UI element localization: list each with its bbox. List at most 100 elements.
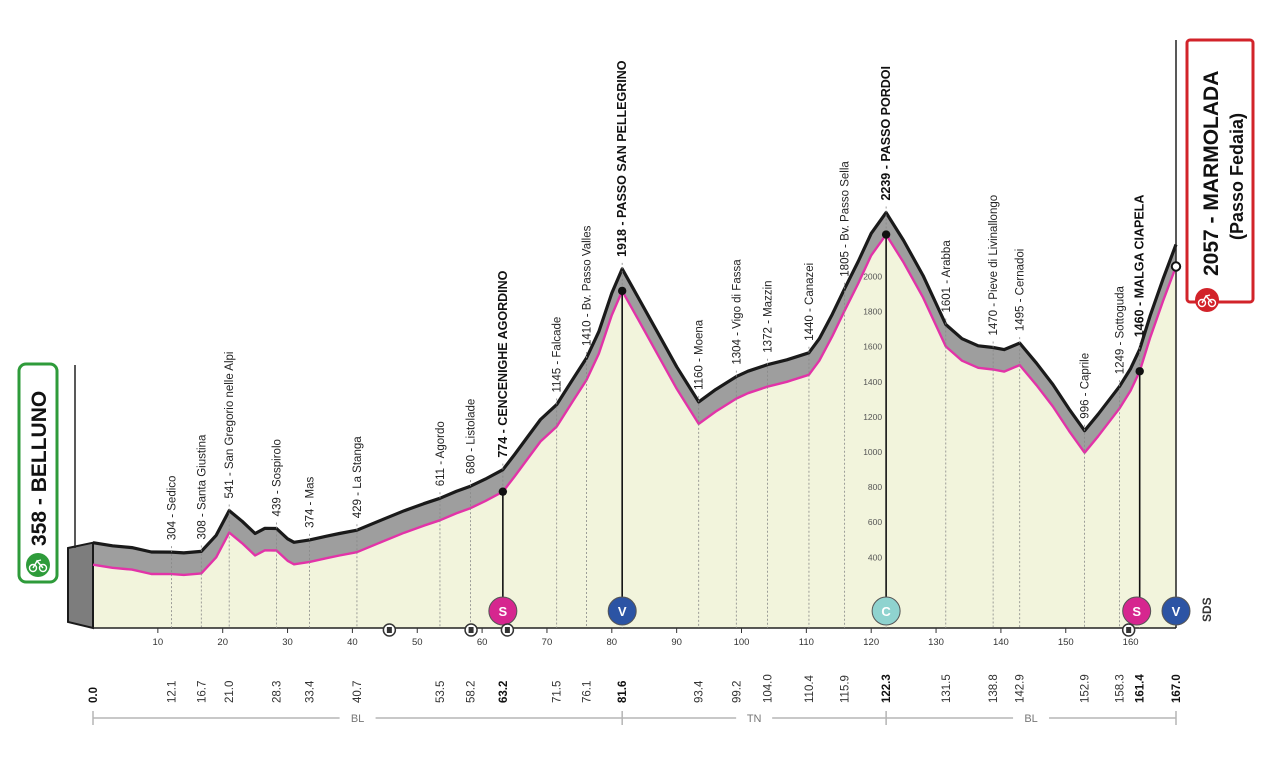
region-label: BL bbox=[351, 713, 364, 725]
profile-area bbox=[93, 234, 1176, 628]
bike-finish-icon bbox=[1195, 288, 1219, 312]
location-km-label: 40.7 bbox=[352, 681, 364, 703]
gpm-badge: V bbox=[607, 596, 637, 626]
location-km-label: 12.1 bbox=[166, 681, 178, 703]
altitude-tick-label: 1200 bbox=[863, 412, 882, 422]
distance-tick-label: 60 bbox=[477, 637, 488, 648]
gpm-badge-letter: V bbox=[1172, 604, 1181, 619]
distance-tick-label: 110 bbox=[799, 637, 814, 648]
location-km-label: 104.0 bbox=[762, 674, 774, 703]
tunnel-icon bbox=[500, 623, 515, 637]
location-km-label: 81.6 bbox=[617, 681, 629, 703]
bike-start-icon bbox=[26, 553, 50, 577]
region-label-bg bbox=[1013, 711, 1050, 725]
location-label: 1918 - PASSO SAN PELLEGRINO bbox=[615, 60, 629, 257]
start-box-border bbox=[17, 362, 59, 584]
distance-tick-label: 100 bbox=[734, 637, 750, 648]
tunnel-icon bbox=[1121, 623, 1136, 637]
altitude-tick-label: 400 bbox=[868, 552, 882, 562]
marker-dot bbox=[1135, 367, 1144, 376]
region-label: TN bbox=[747, 713, 762, 725]
finish-label: 2057 - MARMOLADA bbox=[1200, 71, 1223, 276]
start-box: 358 - BELLUNO bbox=[17, 362, 59, 584]
location-km-label: 53.5 bbox=[435, 681, 447, 703]
sprint-badge-circle bbox=[488, 596, 518, 626]
sprint-badge-letter: S bbox=[499, 604, 508, 619]
location-km-label: 110.4 bbox=[804, 674, 816, 703]
location-label: 1601 - Arabba bbox=[941, 240, 953, 313]
location-label: 1470 - Pieve di Livinallongo bbox=[988, 195, 1000, 336]
location-label: 1249 - Sottoguda bbox=[1115, 285, 1127, 374]
location-label: 996 - Caprile bbox=[1080, 353, 1092, 419]
location-label: 304 - Sedico bbox=[166, 476, 178, 541]
region-label-bg bbox=[339, 711, 376, 725]
gpm-badge-letter: V bbox=[618, 604, 627, 619]
region-label-bg bbox=[736, 711, 773, 725]
distance-tick-label: 160 bbox=[1123, 637, 1139, 648]
altitude-tick-label: 1800 bbox=[863, 307, 882, 317]
altitude-tick-label: 1000 bbox=[863, 447, 882, 457]
profile-ridge-line bbox=[92, 211, 1178, 555]
location-km-label: 58.2 bbox=[465, 681, 477, 703]
distance-tick-label: 140 bbox=[993, 637, 1009, 648]
gpm-badge-circle bbox=[607, 596, 637, 626]
location-km-label: 161.4 bbox=[1135, 674, 1147, 703]
location-label: 439 - Sospirolo bbox=[272, 439, 284, 516]
location-label: 1160 - Moena bbox=[694, 319, 706, 390]
region-label: BL bbox=[1024, 713, 1037, 725]
distance-tick-label: 50 bbox=[412, 637, 423, 648]
altitude-grid-layer: 400 600 800 1000 1200 1400 1600 1800 2000 bbox=[863, 272, 882, 563]
distance-tick-label: 130 bbox=[928, 637, 944, 648]
location-km-label: 76.1 bbox=[582, 681, 594, 703]
location-km-label: 0.0 bbox=[88, 687, 100, 703]
distance-tick-layer: 10 20 30 40 50 60 70 80 90 100 110 120 130 140 150 160 bbox=[153, 628, 1139, 648]
sprint-badge: S bbox=[488, 596, 518, 626]
location-label: 1304 - Vigo di Fassa bbox=[731, 259, 743, 365]
location-label: 611 - Agordo bbox=[435, 421, 447, 486]
location-label: 1440 - Canazei bbox=[804, 263, 816, 341]
location-km-label: 63.2 bbox=[498, 681, 510, 703]
tunnel-icon-core bbox=[468, 627, 474, 633]
distance-tick-label: 150 bbox=[1058, 637, 1074, 648]
gpm-badge: V bbox=[1161, 596, 1191, 626]
cima-badge: C bbox=[871, 596, 901, 626]
distance-tick-label: 40 bbox=[347, 637, 358, 648]
profile-start-face bbox=[67, 541, 94, 630]
location-km-label: 33.4 bbox=[305, 680, 317, 703]
sprint-badge-circle bbox=[1122, 596, 1152, 626]
location-label: 429 - La Stanga bbox=[352, 436, 364, 518]
distance-tick-label: 10 bbox=[153, 637, 164, 648]
finish-dot bbox=[1170, 261, 1182, 272]
location-label: 1145 - Falcade bbox=[552, 317, 564, 393]
cima-badge-circle bbox=[871, 596, 901, 626]
tunnel-icon-core bbox=[386, 627, 392, 633]
location-km-label: 122.3 bbox=[881, 674, 893, 703]
sprint-badge-letter: S bbox=[1132, 604, 1141, 619]
tunnel-icon-core bbox=[1126, 627, 1132, 633]
location-km-label: 138.8 bbox=[988, 674, 1000, 703]
cima-badge-letter: C bbox=[881, 604, 891, 619]
altitude-tick-label: 600 bbox=[868, 517, 882, 527]
sprint-badge: S bbox=[1122, 596, 1152, 626]
altitude-tick-label: 1600 bbox=[863, 342, 882, 352]
location-label: 541 - San Gregorio nelle Alpi bbox=[224, 352, 236, 499]
location-label: 1805 - Bv. Passo Sella bbox=[840, 161, 852, 277]
location-label: 774 - CENCENIGHE AGORDINO bbox=[496, 270, 510, 457]
location-km-label: 28.3 bbox=[272, 681, 284, 703]
location-km-label: 93.4 bbox=[694, 680, 706, 703]
location-km-label: 167.0 bbox=[1171, 674, 1183, 703]
brand-logo-text: SDS bbox=[1200, 597, 1214, 622]
location-label: 1410 - Bv. Passo Valles bbox=[582, 225, 594, 346]
distance-tick-label: 80 bbox=[607, 637, 618, 648]
region-bar: BL TN BL bbox=[92, 711, 1177, 725]
location-layer: 0.0 304 - Sedico 12.1 308 - Santa Giustina 1… bbox=[88, 60, 1183, 703]
distance-tick-label: 30 bbox=[282, 637, 293, 648]
gpm-badge-circle bbox=[1161, 596, 1191, 626]
location-label: 308 - Santa Giustina bbox=[196, 434, 208, 539]
location-label: 2239 - PASSO PORDOI bbox=[879, 66, 893, 201]
finish-box-border bbox=[1185, 38, 1255, 304]
finish-sublabel: (Passo Fedaia) bbox=[1227, 113, 1247, 240]
location-km-label: 21.0 bbox=[224, 681, 236, 703]
